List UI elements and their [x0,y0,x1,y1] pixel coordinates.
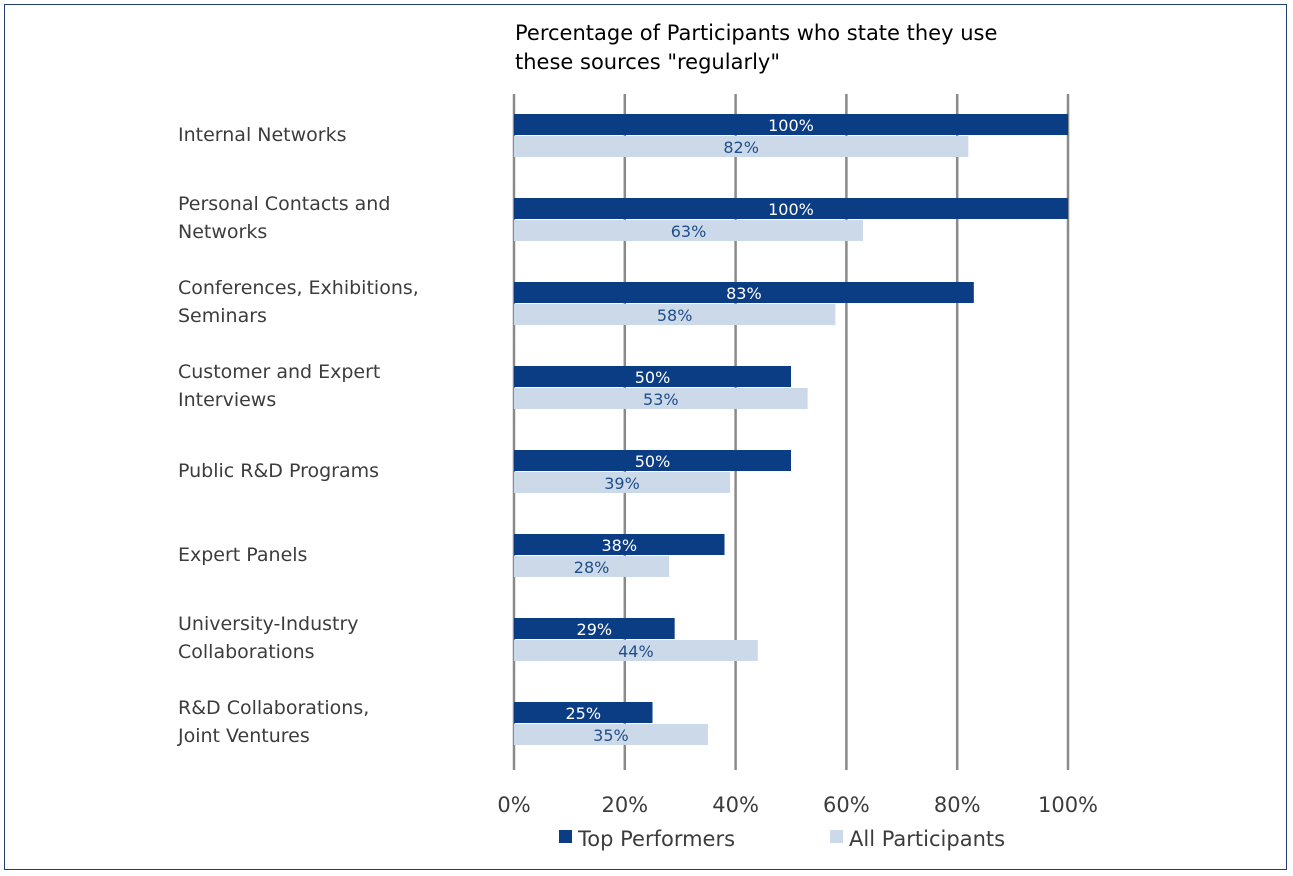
category-label: Public R&D Programs [178,460,379,482]
category-label: Interviews [178,389,276,411]
category-labels: Internal Networks Personal Contacts and Ne… [177,124,419,747]
data-label-top-performers: 38% [601,536,637,555]
chart-title-line: these sources "regularly" [515,50,780,74]
data-label-all-participants: 82% [723,138,759,157]
category-label: R&D Collaborations, [178,697,369,719]
data-label-all-participants: 39% [604,474,640,493]
data-label-top-performers: 100% [768,116,814,135]
legend-swatch [559,830,572,843]
data-label-all-participants: 44% [618,642,654,661]
bar-all-participants [514,556,670,577]
data-label-top-performers: 25% [565,704,601,723]
bar-top-performers [514,450,791,471]
x-tick-label: 100% [1038,793,1098,817]
bar-top-performers [514,198,1068,219]
bar-all-participants [514,388,808,409]
data-label-top-performers: 50% [635,368,671,387]
data-label-all-participants: 53% [643,390,679,409]
data-label-all-participants: 35% [593,726,629,745]
bar-all-participants [514,724,708,745]
category-label: Networks [178,221,267,243]
bar-top-performers [514,534,725,555]
bar-top-performers [514,366,791,387]
legend-swatch [830,830,843,843]
bar-all-participants [514,220,864,241]
category-label: Joint Ventures [177,725,310,747]
bars: 100% 82% 100% 63% 83% 58% 50% 53% 50% 39% 38% 28% 29… [514,114,1068,745]
x-axis-ticks: 0% 20% 40% 60% 80% 100% [497,793,1098,817]
legend-label: Top Performers [577,827,735,851]
data-label-all-participants: 63% [671,222,707,241]
legend: Top Performers All Participants [559,827,1005,851]
category-label: Collaborations [178,641,315,663]
bar-all-participants [514,640,758,661]
x-tick-label: 60% [823,793,870,817]
legend-label: All Participants [849,827,1005,851]
bar-top-performers [514,618,675,639]
data-label-top-performers: 100% [768,200,814,219]
bar-top-performers [514,702,653,723]
x-tick-label: 0% [497,793,530,817]
bar-top-performers [514,282,974,303]
category-label: Conferences, Exhibitions, [178,277,419,299]
bar-all-participants [514,472,731,493]
data-label-all-participants: 58% [657,306,693,325]
chart-title-line: Percentage of Participants who state the… [515,21,997,45]
category-label: Customer and Expert [178,361,380,383]
data-label-top-performers: 50% [635,452,671,471]
x-tick-label: 40% [712,793,759,817]
chart-title: Percentage of Participants who state the… [515,21,997,74]
category-label: Seminars [178,305,267,327]
data-label-all-participants: 28% [574,558,610,577]
category-label: Internal Networks [178,124,347,146]
data-label-top-performers: 83% [726,284,762,303]
bar-top-performers [514,114,1068,135]
category-label: University-Industry [178,613,359,635]
bar-all-participants [514,304,836,325]
x-tick-label: 20% [601,793,648,817]
gridlines [512,94,1070,770]
data-label-top-performers: 29% [577,620,613,639]
bar-all-participants [514,136,969,157]
category-label: Expert Panels [178,544,307,566]
x-tick-label: 80% [934,793,981,817]
category-label: Personal Contacts and [178,193,390,215]
